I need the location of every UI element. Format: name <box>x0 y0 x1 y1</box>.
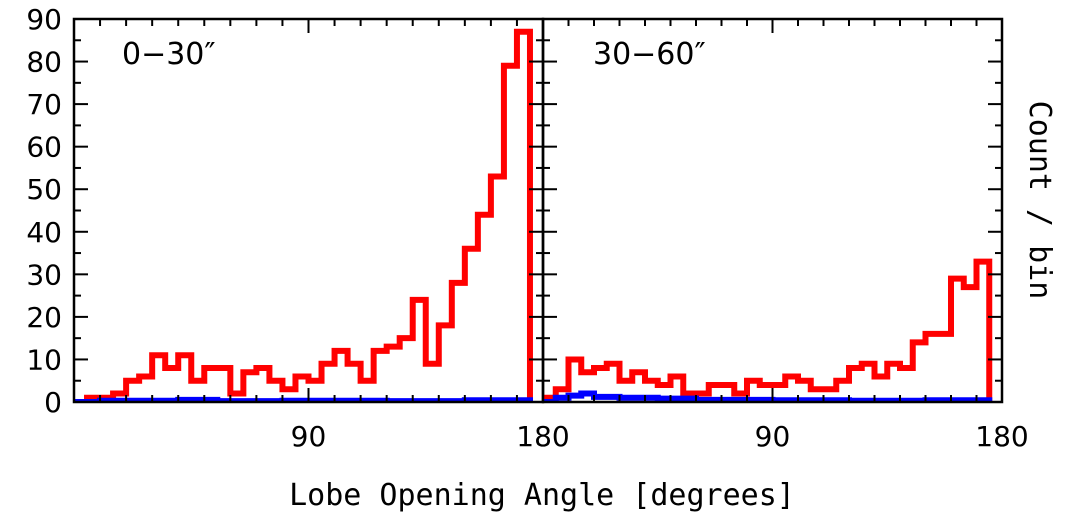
panel-2: 30−60″ <box>541 17 1004 404</box>
x-tick-label: 90 <box>291 420 327 453</box>
y-tick-label: 90 <box>26 3 62 36</box>
series-red-histogram <box>543 258 993 402</box>
x-tick-label: 180 <box>516 420 569 453</box>
y-tick-label: 30 <box>26 258 62 291</box>
y-tick-label: 70 <box>26 88 62 121</box>
y-axis-title: Count / bin <box>1022 101 1057 300</box>
series-blue-histogram <box>543 390 993 402</box>
panel-label: 30−60″ <box>593 37 706 72</box>
plot-frame <box>541 17 1004 404</box>
series-red-histogram <box>84 28 533 402</box>
panels: 0−30″ 30−60″ <box>72 17 1004 404</box>
y-tick-label: 20 <box>26 301 62 334</box>
x-tick-label: 180 <box>975 420 1028 453</box>
y-tick-label: 50 <box>26 173 62 206</box>
y-tick-labels: 0 10 20 30 40 50 60 70 80 90 <box>26 3 62 419</box>
y-tick-label: 0 <box>44 386 62 419</box>
x-axis-title: Lobe Opening Angle [degrees] <box>289 478 795 513</box>
y-tick-label: 80 <box>26 46 62 79</box>
x-tick-labels: 90 180 90 180 <box>291 420 1029 453</box>
panel-label: 0−30″ <box>122 37 216 72</box>
y-tick-label: 60 <box>26 131 62 164</box>
y-tick-label: 40 <box>26 216 62 249</box>
panel-1: 0−30″ <box>72 17 545 404</box>
y-tick-label: 10 <box>26 343 62 376</box>
plot-frame <box>72 17 545 404</box>
x-tick-label: 90 <box>755 420 791 453</box>
